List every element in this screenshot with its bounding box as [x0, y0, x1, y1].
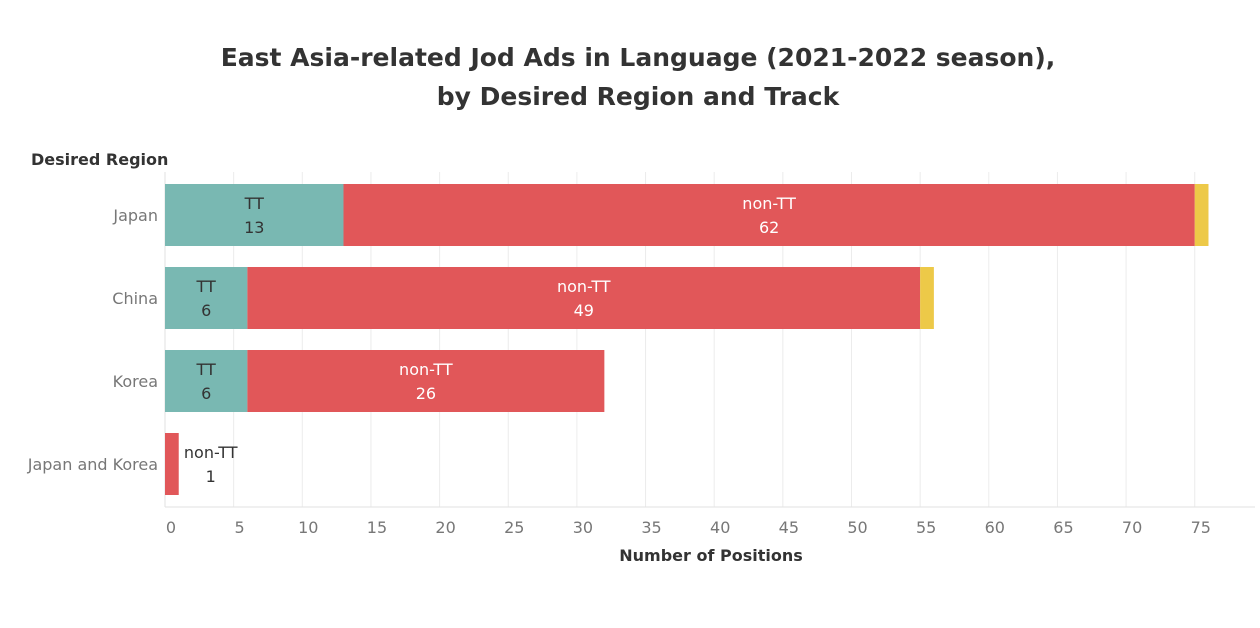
bar-value-label-3-2: 26: [416, 384, 436, 403]
y-axis-title: Desired Region: [31, 150, 169, 169]
x-tick-label-40: 40: [710, 518, 730, 537]
bar-value-label-4-2: 1: [206, 467, 216, 486]
bar-segment-non-TT-1: [343, 184, 1195, 246]
chart-title-line-2: by Desired Region and Track: [436, 82, 840, 111]
x-tick-label-45: 45: [779, 518, 799, 537]
x-tick-label-30: 30: [573, 518, 593, 537]
x-tick-label-25: 25: [504, 518, 524, 537]
bar-value-label-1-1: 13: [244, 218, 264, 237]
bar-value-label-2-1: 6: [201, 301, 211, 320]
category-label-1: Japan: [112, 206, 158, 225]
bar-segment-other-2: [920, 267, 934, 329]
bar-segment-other-1: [1194, 184, 1209, 246]
bar-segment-non-TT-2: [247, 267, 921, 329]
chart-title-line-1: East Asia-related Jod Ads in Language (2…: [220, 43, 1056, 72]
bar-series-label-3-2: non-TT: [399, 360, 453, 379]
bar-segment-non-TT-4: [165, 433, 179, 495]
bar-series-label-2-2: non-TT: [557, 277, 611, 296]
bar-series-label-4-2: non-TT: [184, 443, 238, 462]
bar-series-label-1-2: non-TT: [742, 194, 796, 213]
bar-segment-non-TT-3: [247, 350, 605, 412]
bar-value-label-1-2: 62: [759, 218, 779, 237]
x-tick-label-5: 5: [235, 518, 245, 537]
bar-series-label-2-1: TT: [196, 277, 216, 296]
bar-series-label-1-1: TT: [244, 194, 264, 213]
chart-title: East Asia-related Jod Ads in Language (2…: [0, 38, 1260, 116]
bar-segment-TT-2: [165, 267, 248, 329]
x-tick-label-10: 10: [298, 518, 318, 537]
x-tick-label-35: 35: [641, 518, 661, 537]
x-tick-label-20: 20: [435, 518, 455, 537]
bar-segment-TT-3: [165, 350, 248, 412]
x-tick-label-0: 0: [166, 518, 176, 537]
x-tick-label-60: 60: [985, 518, 1005, 537]
x-tick-label-50: 50: [847, 518, 867, 537]
x-axis-title: Number of Positions: [619, 546, 803, 565]
category-label-4: Japan and Korea: [27, 455, 158, 474]
bar-series-label-3-1: TT: [196, 360, 216, 379]
x-tick-label-70: 70: [1122, 518, 1142, 537]
x-tick-label-65: 65: [1053, 518, 1073, 537]
x-tick-label-15: 15: [367, 518, 387, 537]
bar-value-label-2-2: 49: [574, 301, 594, 320]
x-tick-label-55: 55: [916, 518, 936, 537]
category-label-3: Korea: [113, 372, 158, 391]
bar-segment-TT-1: [165, 184, 344, 246]
x-tick-label-75: 75: [1191, 518, 1211, 537]
category-label-2: China: [112, 289, 158, 308]
bar-value-label-3-1: 6: [201, 384, 211, 403]
